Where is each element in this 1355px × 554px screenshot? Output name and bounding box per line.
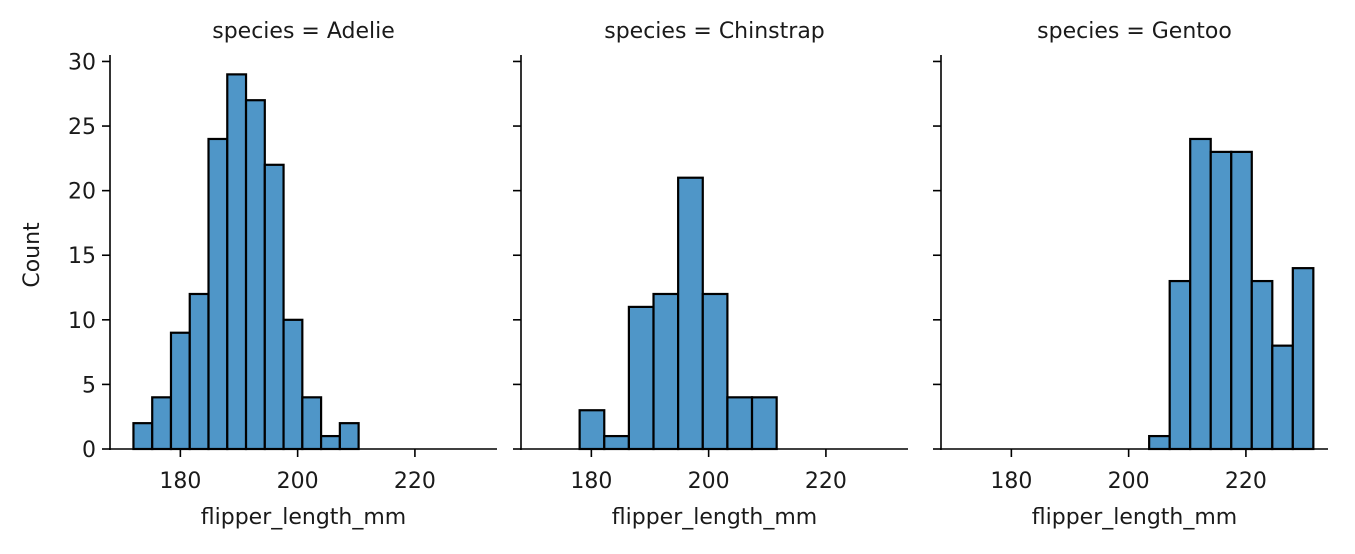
histogram-bar (1148, 434, 1171, 451)
y-axis-label: Count (20, 222, 45, 288)
histogram-bar (132, 422, 154, 451)
x-tick-label: 180 (159, 469, 201, 494)
histogram-bar (1271, 344, 1294, 451)
histogram-bar (603, 434, 630, 451)
histogram-bar (578, 409, 606, 451)
histogram-bar (1291, 267, 1315, 451)
x-axis-label: flipper_length_mm (612, 505, 817, 530)
x-tick-label: 180 (990, 469, 1032, 494)
histogram-bar (652, 292, 680, 451)
histogram-bar (701, 292, 729, 451)
x-tick-label: 220 (394, 469, 436, 494)
panel-title: species = Gentoo (1037, 19, 1232, 44)
histogram-bar (1230, 150, 1253, 451)
y-tick-label: 30 (68, 50, 96, 75)
y-tick-label: 5 (82, 373, 96, 398)
panel-title: species = Chinstrap (604, 19, 825, 44)
histogram-bar (1168, 279, 1192, 451)
histogram-bar (226, 73, 248, 451)
histogram-bar (1189, 137, 1212, 451)
panel-title: species = Adelie (212, 19, 395, 44)
histogram-bar (244, 99, 266, 451)
histogram-bar (1250, 279, 1274, 451)
x-tick-label: 200 (277, 469, 319, 494)
histogram-bar (319, 434, 341, 451)
y-tick-label: 15 (68, 244, 96, 269)
histogram-bar (263, 163, 285, 451)
histogram-bar (750, 396, 778, 451)
y-tick-label: 10 (68, 309, 96, 334)
histogram-bar (301, 396, 323, 451)
histogram-bar (1209, 150, 1233, 451)
histogram-bar (338, 422, 360, 451)
histogram-bar (677, 176, 704, 451)
y-tick-label: 20 (68, 180, 96, 205)
y-tick-label: 25 (68, 115, 96, 140)
x-tick-label: 220 (1225, 469, 1267, 494)
x-tick-label: 200 (1108, 469, 1150, 494)
x-tick-label: 200 (688, 469, 730, 494)
x-axis-label: flipper_length_mm (201, 505, 406, 530)
x-tick-label: 180 (570, 469, 612, 494)
histogram-bar (188, 292, 210, 451)
x-axis-label: flipper_length_mm (1032, 505, 1237, 530)
x-tick-label: 220 (805, 469, 847, 494)
histogram-bar (627, 305, 655, 451)
histogram-bar (169, 331, 191, 451)
histogram-bar (282, 318, 304, 451)
y-tick-label: 0 (82, 438, 96, 463)
histogram-bar (726, 396, 754, 451)
histogram-bar (207, 137, 229, 451)
histogram-bar (151, 396, 173, 451)
